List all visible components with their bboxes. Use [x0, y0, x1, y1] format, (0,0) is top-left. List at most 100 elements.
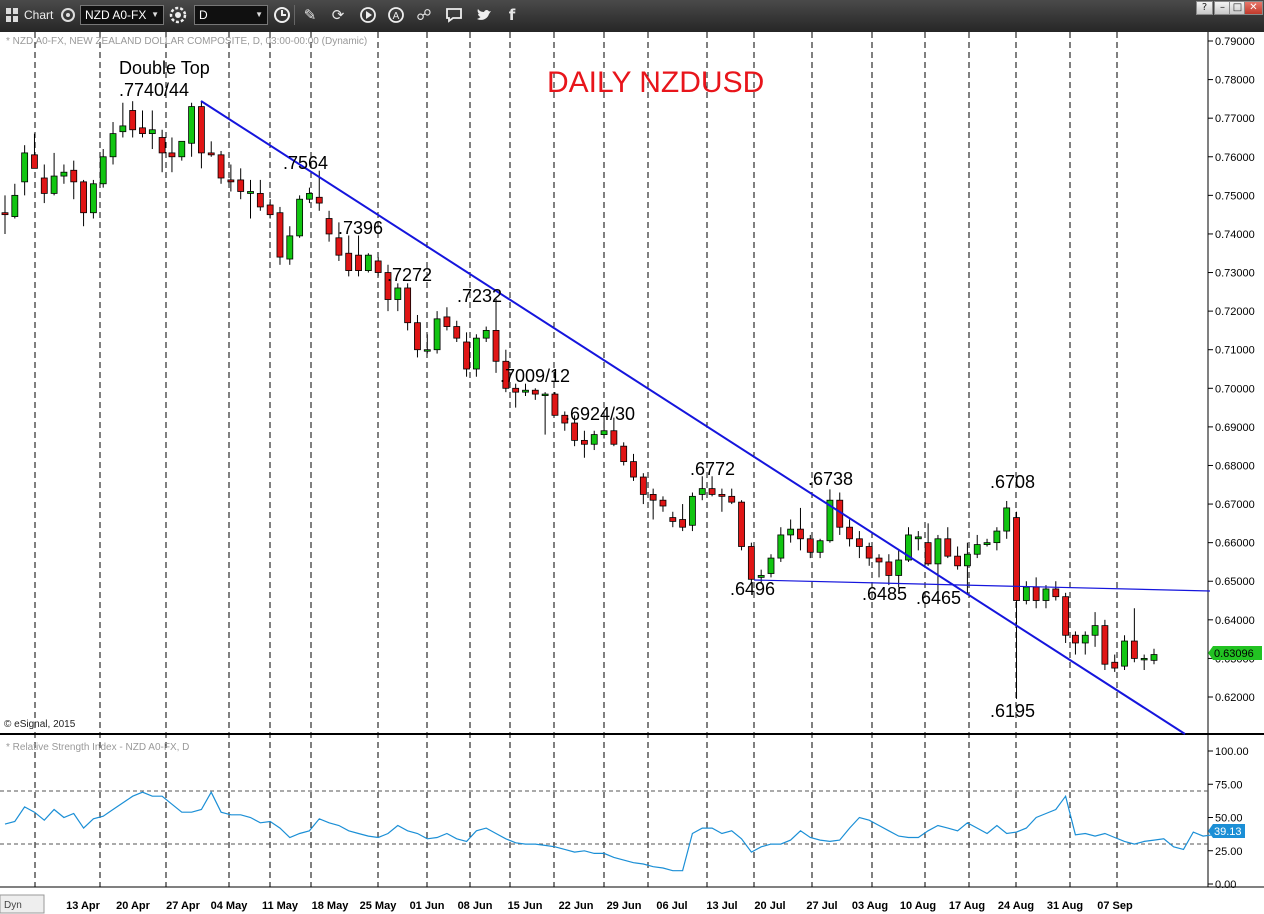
candle[interactable] [472, 334, 480, 377]
candle[interactable] [99, 149, 107, 188]
candle[interactable] [797, 507, 804, 551]
candle[interactable] [80, 179, 87, 227]
candle[interactable] [747, 542, 755, 583]
candle[interactable] [924, 523, 932, 566]
close-button[interactable]: ✕ [1244, 1, 1263, 15]
candle[interactable] [973, 534, 981, 559]
candle[interactable] [286, 226, 294, 265]
candle[interactable] [1140, 654, 1148, 670]
candle[interactable] [620, 442, 628, 466]
app-label[interactable]: Chart [24, 8, 54, 22]
settings-icon[interactable] [168, 5, 188, 25]
candle[interactable] [954, 546, 961, 570]
candle[interactable] [276, 206, 284, 265]
candle[interactable] [983, 538, 991, 547]
candle[interactable] [630, 453, 637, 481]
candle[interactable] [237, 168, 245, 200]
candle[interactable] [21, 145, 29, 196]
candle[interactable] [198, 101, 205, 169]
candle[interactable] [453, 320, 461, 342]
candle[interactable] [993, 527, 1001, 551]
sync-icon[interactable] [58, 5, 78, 25]
candle[interactable] [129, 101, 137, 138]
candle[interactable] [875, 554, 883, 578]
candle[interactable] [1, 195, 9, 234]
dyn-button[interactable] [0, 894, 45, 914]
candle[interactable] [964, 542, 971, 595]
twitter-icon[interactable] [474, 5, 494, 25]
candle[interactable] [364, 253, 372, 273]
candle[interactable] [855, 531, 863, 559]
major-trendline[interactable] [200, 100, 1186, 735]
candle[interactable] [404, 283, 412, 331]
candle[interactable] [885, 554, 893, 586]
candle[interactable] [306, 187, 313, 204]
candle[interactable] [60, 164, 68, 184]
candle[interactable] [325, 210, 333, 242]
candle[interactable] [1130, 608, 1138, 663]
candle[interactable] [738, 500, 745, 551]
candle[interactable] [934, 534, 942, 593]
candle[interactable] [1081, 631, 1089, 655]
play-icon[interactable] [358, 5, 378, 25]
alert-icon[interactable]: A [386, 5, 406, 25]
candle[interactable] [728, 488, 736, 505]
candle[interactable] [649, 488, 657, 520]
cycle-icon[interactable]: ⟳ [331, 6, 345, 24]
candle[interactable] [374, 257, 382, 277]
candle[interactable] [502, 349, 510, 393]
candle[interactable] [571, 415, 578, 447]
candle[interactable] [944, 527, 952, 559]
candle[interactable] [914, 531, 922, 551]
candle[interactable] [512, 383, 520, 408]
symbol-dropdown[interactable]: NZD A0-FX ▼ [80, 5, 164, 25]
candle[interactable] [846, 519, 853, 547]
candle[interactable] [1101, 619, 1109, 670]
link-icon[interactable]: ☍ [416, 6, 432, 24]
candle[interactable] [178, 140, 186, 161]
candle[interactable] [158, 129, 166, 173]
candle[interactable] [1062, 592, 1070, 643]
candle[interactable] [698, 476, 706, 501]
candle[interactable] [70, 160, 78, 200]
maximize-button[interactable]: □ [1229, 1, 1246, 15]
candle[interactable] [1052, 581, 1060, 601]
candle[interactable] [806, 534, 814, 559]
candle[interactable] [148, 110, 156, 150]
candle[interactable] [531, 388, 539, 400]
candle[interactable] [1072, 631, 1079, 655]
candle[interactable] [1111, 654, 1119, 672]
candle[interactable] [384, 264, 392, 312]
candle[interactable] [581, 430, 588, 458]
candle[interactable] [1091, 612, 1099, 647]
candle[interactable] [11, 183, 19, 219]
facebook-icon[interactable]: f [508, 6, 516, 24]
candle[interactable] [551, 392, 559, 416]
candle[interactable] [443, 307, 451, 331]
candle[interactable] [659, 496, 667, 512]
candle[interactable] [787, 519, 795, 543]
comment-icon[interactable] [444, 5, 464, 25]
candle[interactable] [767, 554, 775, 578]
candle[interactable] [50, 152, 58, 196]
grid-icon[interactable] [5, 5, 21, 25]
candle[interactable] [423, 334, 431, 354]
candle[interactable] [463, 332, 470, 377]
candle[interactable] [679, 504, 687, 532]
candle[interactable] [865, 542, 873, 566]
candle[interactable] [482, 326, 490, 342]
candle[interactable] [335, 222, 343, 261]
candle[interactable] [119, 102, 127, 138]
candle[interactable] [433, 311, 441, 354]
candle[interactable] [561, 411, 569, 431]
candle[interactable] [227, 164, 235, 192]
candle[interactable] [816, 538, 824, 559]
candle[interactable] [669, 511, 677, 528]
candle[interactable] [777, 527, 785, 562]
candle[interactable] [1150, 648, 1158, 665]
candle[interactable] [600, 415, 608, 439]
pencil-icon[interactable]: ✎ [303, 6, 317, 24]
candle[interactable] [639, 473, 647, 505]
candle[interactable] [590, 430, 598, 451]
candle[interactable] [708, 476, 716, 497]
